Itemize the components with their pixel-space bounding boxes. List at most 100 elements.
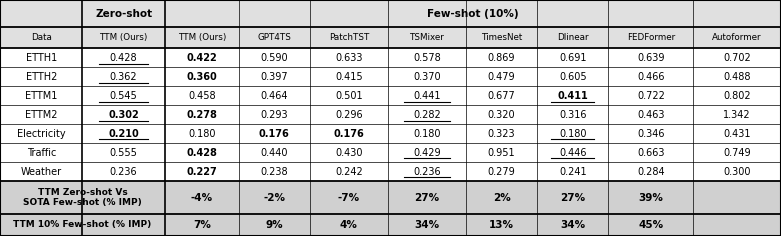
Text: 0.411: 0.411 <box>558 91 588 101</box>
Text: 34%: 34% <box>560 220 585 230</box>
Bar <box>0 48 781 67</box>
Text: -2%: -2% <box>263 193 285 202</box>
Text: TSMixer: TSMixer <box>409 34 444 42</box>
Text: TimesNet: TimesNet <box>481 34 522 42</box>
Text: 0.302: 0.302 <box>109 110 139 120</box>
Text: ETTH2: ETTH2 <box>26 72 57 82</box>
Text: ETTM1: ETTM1 <box>25 91 58 101</box>
Bar <box>0 27 781 48</box>
Text: 0.236: 0.236 <box>413 167 440 177</box>
Text: 0.279: 0.279 <box>487 167 515 177</box>
Bar <box>0 214 781 236</box>
Text: FEDFormer: FEDFormer <box>626 34 675 42</box>
Bar <box>0 162 781 181</box>
Text: Weather: Weather <box>20 167 62 177</box>
Text: 0.428: 0.428 <box>187 148 217 158</box>
Text: 0.180: 0.180 <box>559 129 587 139</box>
Text: 4%: 4% <box>340 220 358 230</box>
Text: 0.545: 0.545 <box>110 91 137 101</box>
Text: 0.180: 0.180 <box>413 129 440 139</box>
Text: 0.370: 0.370 <box>413 72 440 82</box>
Bar <box>0 67 781 86</box>
Text: 0.429: 0.429 <box>413 148 440 158</box>
Bar <box>0 86 781 105</box>
Text: 0.241: 0.241 <box>559 167 587 177</box>
Text: TTM 10% Few-shot (% IMP): TTM 10% Few-shot (% IMP) <box>13 220 152 229</box>
Text: 0.415: 0.415 <box>335 72 362 82</box>
Text: 0.236: 0.236 <box>110 167 137 177</box>
Text: 0.578: 0.578 <box>413 53 440 63</box>
Text: Zero-shot: Zero-shot <box>95 9 152 19</box>
Text: 0.458: 0.458 <box>188 91 216 101</box>
Text: 0.323: 0.323 <box>488 129 515 139</box>
Text: 0.463: 0.463 <box>637 110 665 120</box>
Text: Dlinear: Dlinear <box>557 34 589 42</box>
Text: 27%: 27% <box>415 193 440 202</box>
Text: 0.360: 0.360 <box>187 72 217 82</box>
Text: 0.702: 0.702 <box>723 53 751 63</box>
Text: 0.422: 0.422 <box>187 53 217 63</box>
Text: 0.677: 0.677 <box>487 91 515 101</box>
Text: 0.555: 0.555 <box>109 148 137 158</box>
Text: Data: Data <box>30 34 52 42</box>
Text: 0.466: 0.466 <box>637 72 665 82</box>
Text: 0.428: 0.428 <box>110 53 137 63</box>
Text: 0.446: 0.446 <box>559 148 587 158</box>
Text: 0.362: 0.362 <box>110 72 137 82</box>
Text: 0.802: 0.802 <box>723 91 751 101</box>
Text: Autoformer: Autoformer <box>712 34 762 42</box>
Text: 0.227: 0.227 <box>187 167 217 177</box>
Text: TTM (Ours): TTM (Ours) <box>99 34 148 42</box>
Text: TTM (Ours): TTM (Ours) <box>177 34 226 42</box>
Bar <box>0 124 781 143</box>
Text: 0.316: 0.316 <box>559 110 587 120</box>
Text: 0.479: 0.479 <box>488 72 515 82</box>
Bar <box>0 0 781 27</box>
Text: 45%: 45% <box>638 220 663 230</box>
Text: 39%: 39% <box>638 193 663 202</box>
Text: 2%: 2% <box>493 193 511 202</box>
Text: 0.210: 0.210 <box>109 129 139 139</box>
Text: GPT4TS: GPT4TS <box>257 34 291 42</box>
Text: 0.284: 0.284 <box>637 167 665 177</box>
Text: 0.242: 0.242 <box>335 167 362 177</box>
Text: 0.346: 0.346 <box>637 129 665 139</box>
Text: 0.430: 0.430 <box>335 148 362 158</box>
Text: 0.501: 0.501 <box>335 91 362 101</box>
Text: 0.296: 0.296 <box>335 110 362 120</box>
Bar <box>0 181 781 214</box>
Text: ETTH1: ETTH1 <box>26 53 57 63</box>
Text: ETTM2: ETTM2 <box>25 110 58 120</box>
Text: 27%: 27% <box>560 193 585 202</box>
Text: 0.238: 0.238 <box>260 167 288 177</box>
Text: 0.639: 0.639 <box>637 53 665 63</box>
Text: 0.282: 0.282 <box>413 110 440 120</box>
Text: 0.440: 0.440 <box>261 148 288 158</box>
Text: Traffic: Traffic <box>27 148 56 158</box>
Text: 0.431: 0.431 <box>723 129 751 139</box>
Text: 0.691: 0.691 <box>559 53 587 63</box>
Text: 0.176: 0.176 <box>259 129 290 139</box>
Text: 0.951: 0.951 <box>488 148 515 158</box>
Text: 0.180: 0.180 <box>188 129 216 139</box>
Text: 13%: 13% <box>489 220 514 230</box>
Text: 0.722: 0.722 <box>637 91 665 101</box>
Text: 0.869: 0.869 <box>488 53 515 63</box>
Text: 0.441: 0.441 <box>413 91 440 101</box>
Text: 34%: 34% <box>415 220 440 230</box>
Text: -7%: -7% <box>338 193 360 202</box>
Text: 0.278: 0.278 <box>187 110 217 120</box>
Text: 0.590: 0.590 <box>260 53 288 63</box>
Text: PatchTST: PatchTST <box>329 34 369 42</box>
Text: 0.749: 0.749 <box>723 148 751 158</box>
Text: 0.397: 0.397 <box>260 72 288 82</box>
Text: -4%: -4% <box>191 193 212 202</box>
Text: 0.633: 0.633 <box>335 53 362 63</box>
Text: 0.320: 0.320 <box>488 110 515 120</box>
Text: 0.300: 0.300 <box>723 167 751 177</box>
Text: 0.663: 0.663 <box>637 148 665 158</box>
Text: 0.464: 0.464 <box>261 91 288 101</box>
Text: 0.488: 0.488 <box>723 72 751 82</box>
Text: 1.342: 1.342 <box>723 110 751 120</box>
Text: Few-shot (10%): Few-shot (10%) <box>427 9 519 19</box>
